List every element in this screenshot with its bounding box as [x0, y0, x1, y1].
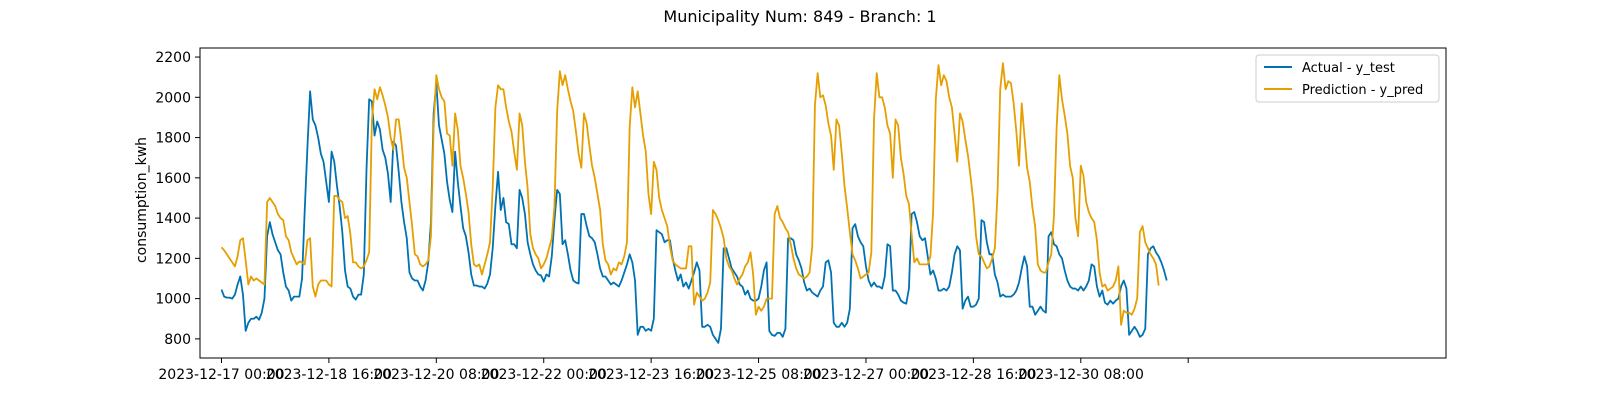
legend-label-prediction: Prediction - y_pred: [1302, 83, 1423, 98]
legend: Actual - y_test Prediction - y_pred: [1255, 54, 1440, 103]
x-tick-label: 2023-12-23 16:00: [588, 367, 714, 383]
x-tick-label: 2023-12-28 16:00: [910, 367, 1036, 383]
series-layer: [220, 62, 1168, 344]
y-tick-label: 1600: [155, 171, 191, 187]
y-tick-label: 1800: [155, 131, 191, 147]
chart-title: Municipality Num: 849 - Branch: 1: [663, 7, 936, 26]
y-tick-label: 1200: [155, 251, 191, 267]
y-tick-label: 1000: [155, 292, 191, 308]
y-tick-label: 2200: [155, 50, 191, 66]
plot-frame: [199, 47, 1447, 359]
plot-area: 800 1000 1200 1400 1600 1800 2000 2200 2023-12-…: [155, 47, 1447, 383]
x-tick-label: 2023-12-27 00:00: [803, 367, 929, 383]
y-axis-label: consumption_kwh: [134, 137, 150, 263]
series-line-prediction: [220, 62, 1160, 326]
x-tick-label: 2023-12-20 08:00: [373, 367, 499, 383]
y-tick-label: 1400: [155, 211, 191, 227]
y-tick-label: 2000: [155, 90, 191, 106]
legend-label-actual: Actual - y_test: [1302, 61, 1395, 76]
x-tick-label: 2023-12-17 00:00: [158, 367, 284, 383]
y-axis: 800 1000 1200 1400 1600 1800 2000 2200: [155, 50, 200, 348]
series-line-actual: [220, 82, 1168, 344]
x-tick-label: 2023-12-18 16:00: [266, 367, 392, 383]
y-tick-label: 800: [164, 332, 191, 348]
x-tick-label: 2023-12-22 00:00: [481, 367, 607, 383]
legend-box: [1255, 54, 1440, 103]
x-tick-label: 2023-12-25 08:00: [695, 367, 821, 383]
x-tick-label: 2023-12-30 08:00: [1018, 367, 1144, 383]
